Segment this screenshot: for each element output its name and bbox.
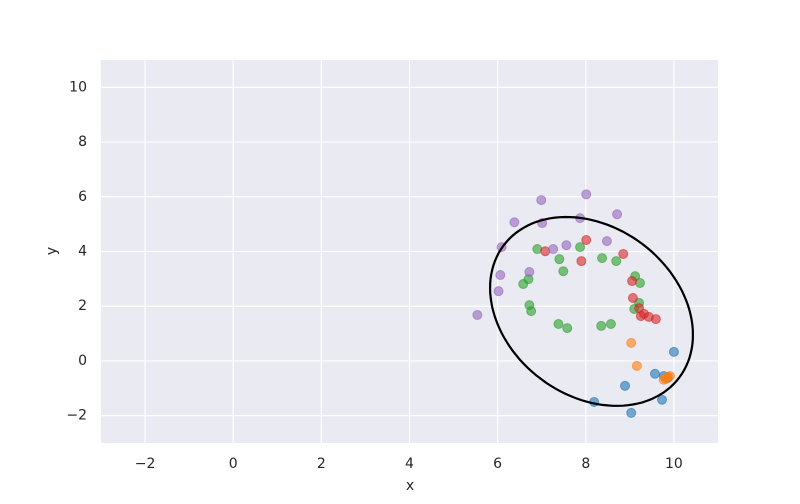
point xyxy=(601,236,612,247)
point xyxy=(649,368,660,379)
x-tick-label: 6 xyxy=(493,456,502,472)
point xyxy=(605,318,616,329)
point xyxy=(627,293,638,304)
point xyxy=(526,306,537,317)
x-axis-label: x xyxy=(406,478,414,494)
y-tick-label: −2 xyxy=(66,408,87,424)
point xyxy=(650,314,661,325)
point xyxy=(575,242,586,253)
point xyxy=(597,253,608,264)
y-tick-label: 0 xyxy=(78,353,87,369)
point xyxy=(581,235,592,246)
ellipse xyxy=(488,215,695,407)
point xyxy=(561,240,572,251)
point xyxy=(618,248,629,259)
x-tick-label: 2 xyxy=(317,456,326,472)
point xyxy=(518,279,529,290)
point xyxy=(524,267,535,278)
point xyxy=(472,309,483,320)
point xyxy=(664,370,675,381)
point xyxy=(620,380,631,391)
y-tick-label: 10 xyxy=(69,79,87,95)
point xyxy=(581,189,592,200)
x-tick-label: 0 xyxy=(229,456,238,472)
point xyxy=(668,346,679,357)
point xyxy=(558,266,569,277)
point xyxy=(536,195,547,206)
point xyxy=(631,360,642,371)
y-tick-label: 8 xyxy=(78,134,87,150)
point xyxy=(509,217,520,228)
x-tick-label: −2 xyxy=(135,456,156,472)
point xyxy=(627,276,638,287)
y-axis-label: y xyxy=(44,247,60,255)
point xyxy=(657,394,668,405)
point xyxy=(493,286,504,297)
y-tick-label: 6 xyxy=(78,189,87,205)
point xyxy=(626,407,637,418)
point xyxy=(548,244,559,255)
y-tick-label: 4 xyxy=(78,244,87,260)
point xyxy=(612,209,623,220)
point xyxy=(576,256,587,267)
point xyxy=(562,323,573,334)
point xyxy=(553,318,564,329)
x-tick-label: 10 xyxy=(665,456,683,472)
point xyxy=(611,256,622,267)
point xyxy=(495,270,506,281)
point xyxy=(554,254,565,265)
x-tick-label: 8 xyxy=(581,456,590,472)
point xyxy=(596,320,607,331)
x-tick-label: 4 xyxy=(405,456,414,472)
y-tick-label: 2 xyxy=(78,298,87,314)
point xyxy=(626,337,637,348)
point xyxy=(635,311,646,322)
